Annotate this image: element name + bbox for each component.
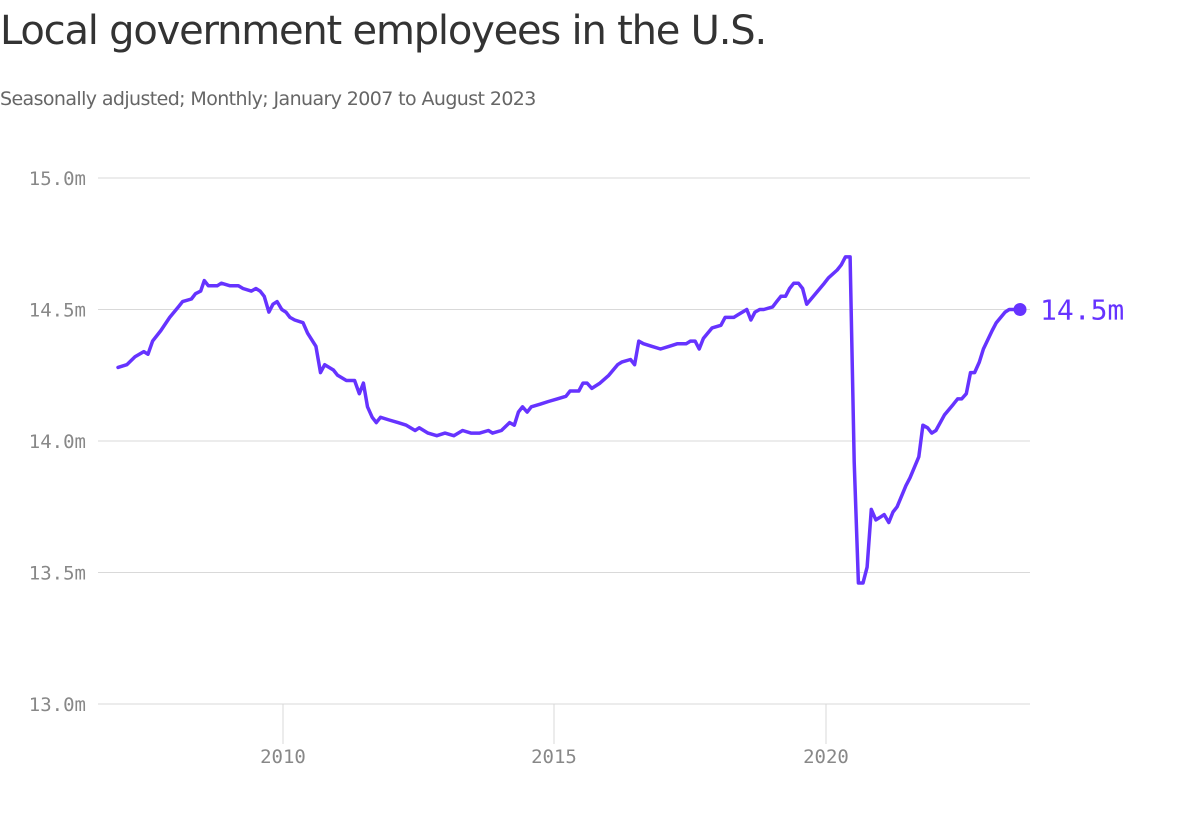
end-marker-group: 14.5m: [1013, 294, 1124, 327]
series-line: [116, 255, 1020, 585]
y-tick-label: 15.0m: [29, 168, 86, 190]
y-tick-label: 13.0m: [29, 694, 86, 716]
y-tick-label: 14.5m: [29, 300, 86, 322]
end-point-marker: [1013, 303, 1027, 316]
y-axis: 13.0m 13.5m 14.0m 14.5m 15.0m: [29, 168, 86, 716]
y-tick-label: 14.0m: [29, 431, 86, 453]
y-tick-label: 13.5m: [29, 563, 86, 585]
y-gridlines: [98, 177, 1030, 705]
chart-title: Local government employees in the U.S.: [0, 8, 767, 54]
series-group: [116, 255, 1020, 585]
x-tick-label: 2020: [803, 746, 849, 768]
chart-subtitle: Seasonally adjusted; Monthly; January 20…: [0, 88, 536, 110]
x-tick-label: 2010: [260, 746, 306, 768]
x-tick-label: 2015: [531, 746, 577, 768]
end-value-label: 14.5m: [1040, 294, 1124, 327]
x-axis: 2010 2015 2020: [260, 704, 849, 768]
